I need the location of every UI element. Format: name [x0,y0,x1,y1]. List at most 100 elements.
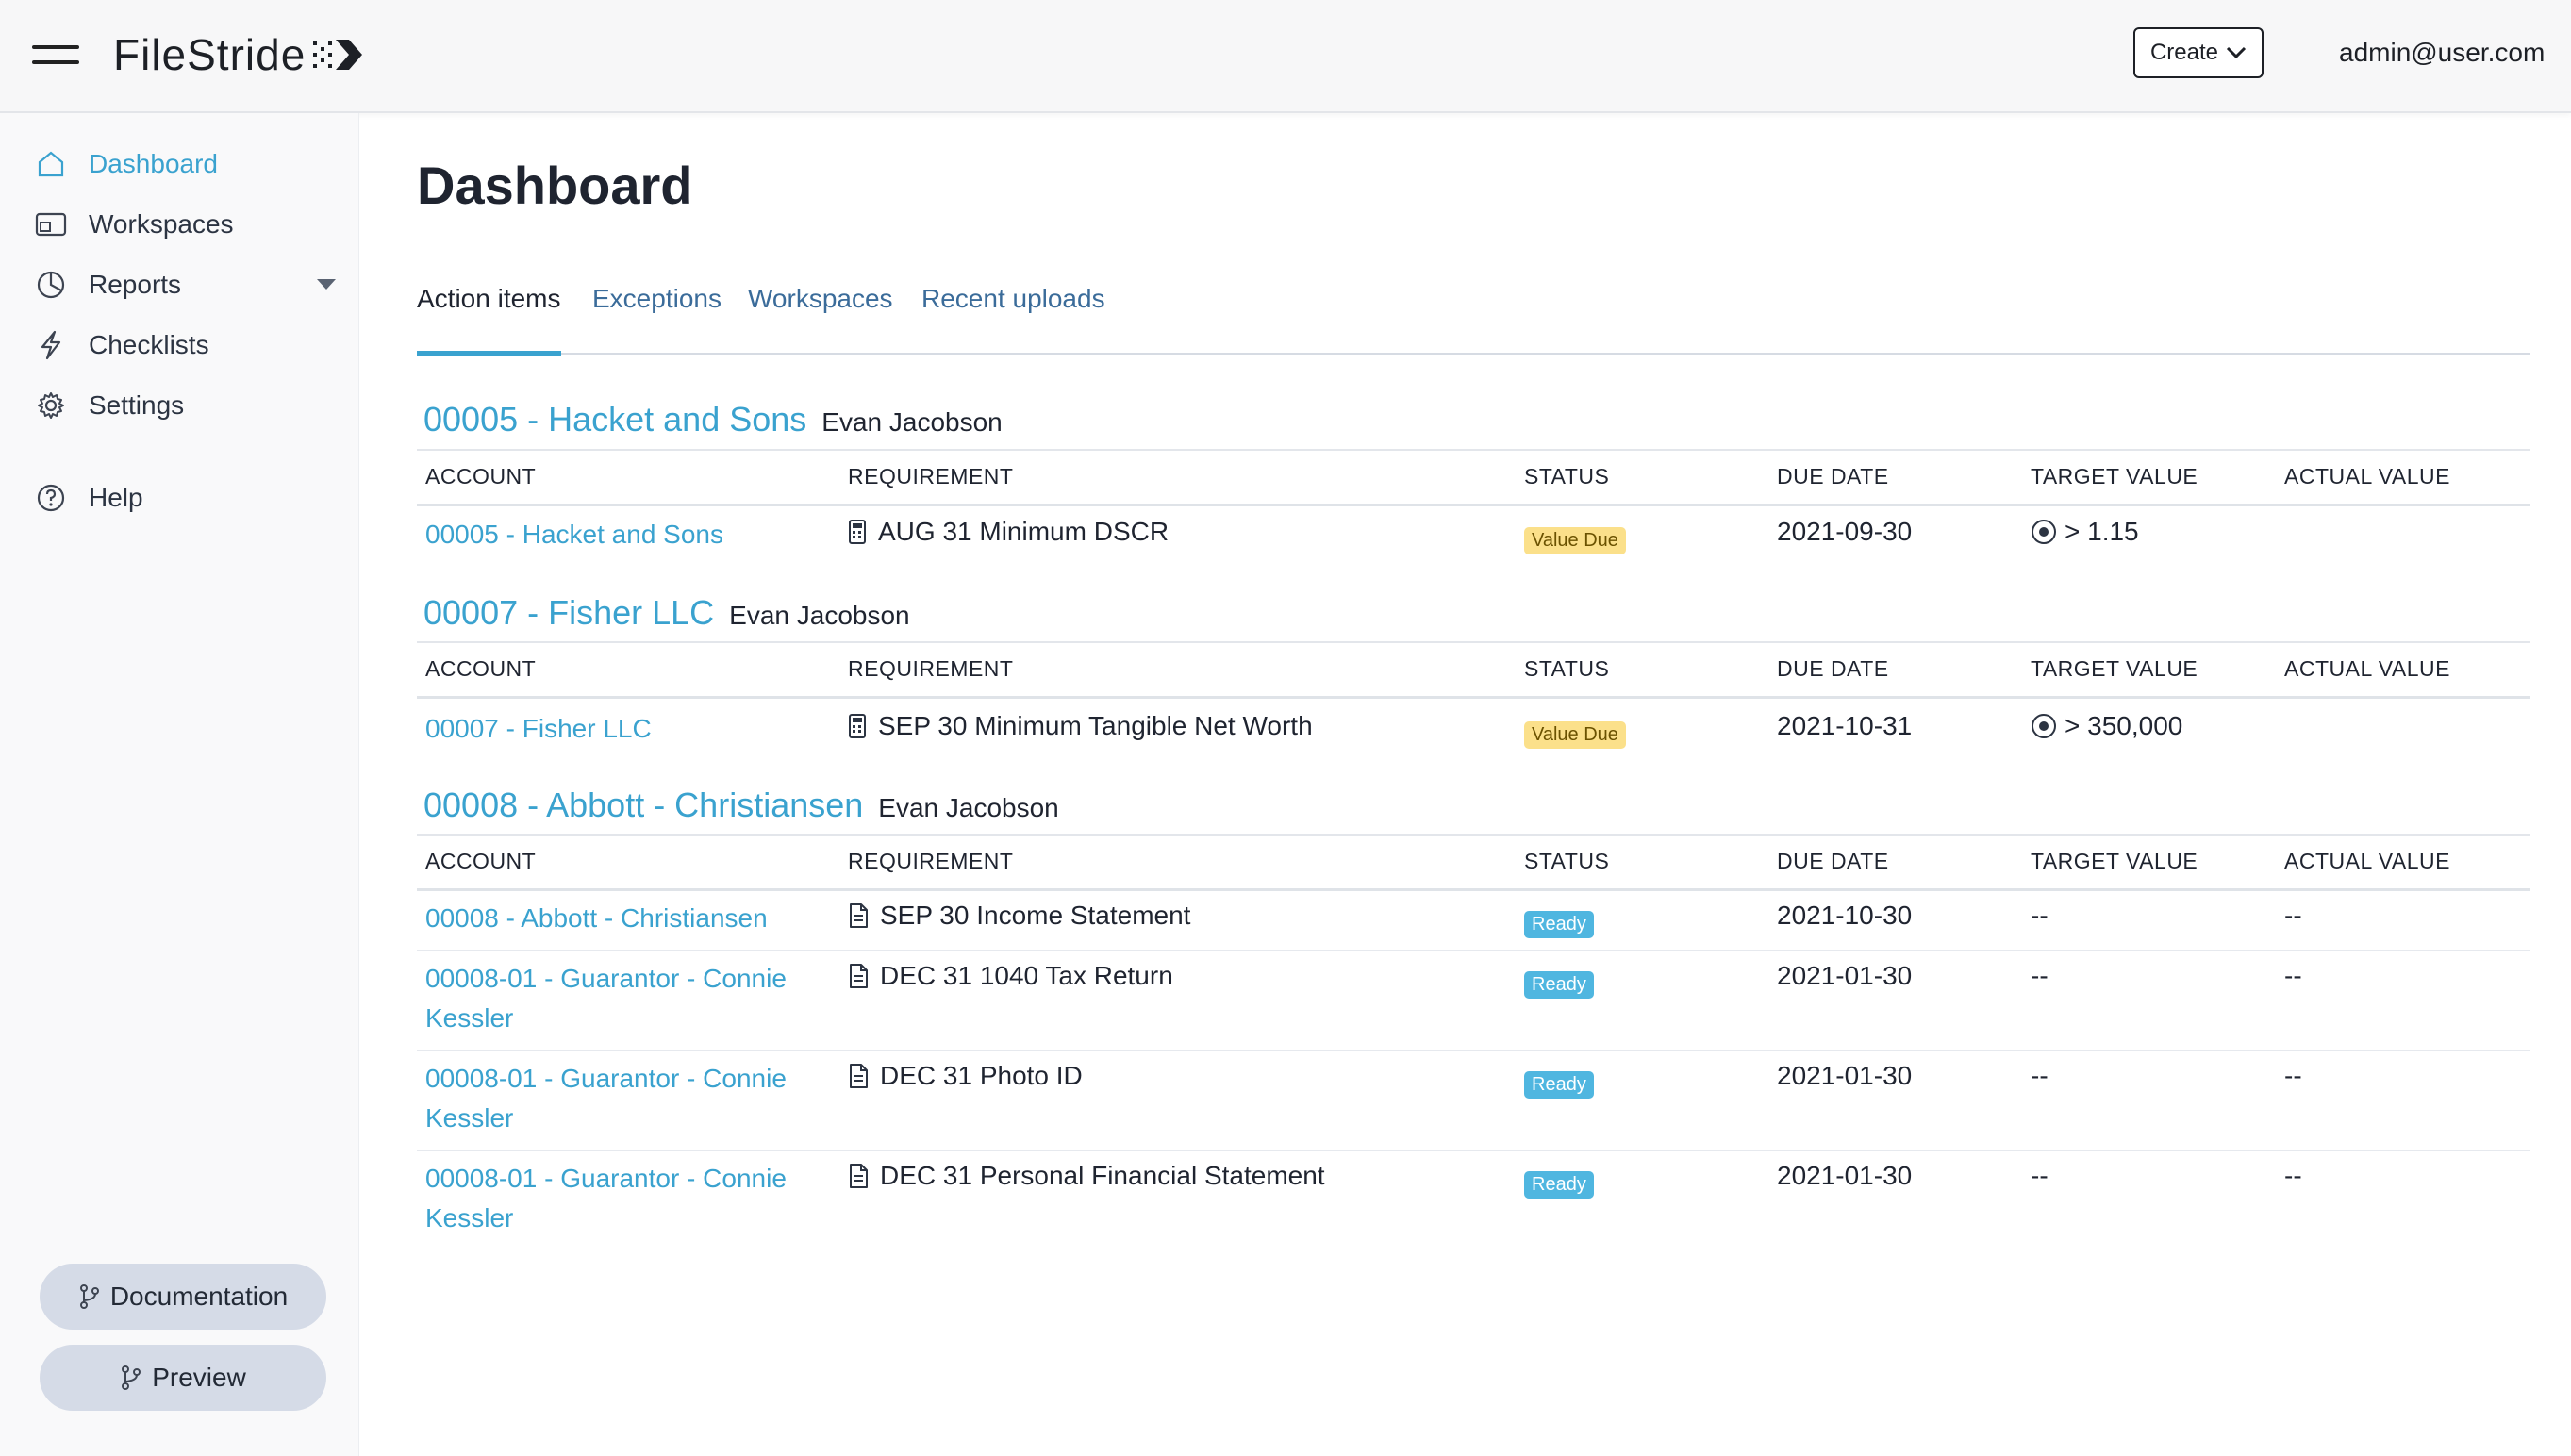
column-header-due-date: DUE DATE [1777,849,1889,873]
requirement-cell[interactable]: SEP 30 Minimum Tangible Net Worth [848,711,1313,741]
document-icon [848,963,869,989]
sidebar-item-reports[interactable]: Reports [34,262,336,307]
target-value: > 1.15 [2065,517,2139,546]
calculator-icon [848,519,867,545]
tab-recent-uploads[interactable]: Recent uploads [921,284,1105,313]
table-header: ACCOUNT REQUIREMENT STATUS DUE DATE TARG… [417,641,2530,699]
due-date: 2021-01-30 [1777,1161,1913,1190]
target-value-cell: > 1.15 [2031,517,2139,547]
status-badge: Value Due [1524,721,1626,749]
column-header-target-value: TARGET VALUE [2031,464,2198,488]
account-link[interactable]: 00007 - Fisher LLC [425,714,652,743]
preview-button-label: Preview [152,1363,246,1392]
app-logo[interactable]: FileStride [113,25,363,85]
requirement-label: DEC 31 Personal Financial Statement [880,1161,1325,1190]
sidebar-item-checklists[interactable]: Checklists [34,323,336,368]
sidebar-item-dashboard[interactable]: Dashboard [34,141,336,187]
group-header: 00005 - Hacket and Sons Evan Jacobson [423,400,1003,439]
target-value: -- [2031,901,2049,930]
table-row[interactable]: 00008 - Abbott - Christiansen SEP 30 Inc… [417,891,2530,951]
user-account-menu[interactable]: admin@user.com [2339,38,2546,67]
calculator-icon [848,713,867,739]
target-value: > 350,000 [2065,711,2183,740]
actual-value: -- [2284,901,2302,930]
table-header: ACCOUNT REQUIREMENT STATUS DUE DATE TARG… [417,449,2530,506]
document-icon [848,1163,869,1189]
action-items-table: ACCOUNT REQUIREMENT STATUS DUE DATE TARG… [417,641,2530,770]
due-date: 2021-10-30 [1777,901,1913,930]
group-title-link[interactable]: 00007 - Fisher LLC [423,593,715,632]
documentation-button-label: Documentation [109,1282,289,1311]
column-header-target-value: TARGET VALUE [2031,656,2198,681]
account-link[interactable]: 00008-01 - Guarantor - Connie Kessler [425,1164,787,1233]
sidebar-item-label: Reports [89,270,182,299]
document-icon [848,902,869,929]
table-row[interactable]: 00008-01 - Guarantor - Connie Kessler DE… [417,951,2530,1051]
documentation-button[interactable]: Documentation [40,1264,326,1330]
due-date: 2021-10-31 [1777,711,1913,740]
sidebar-item-settings[interactable]: Settings [34,383,336,428]
sidebar-item-label: Checklists [89,330,209,359]
account-link[interactable]: 00005 - Hacket and Sons [425,520,723,549]
due-date: 2021-01-30 [1777,961,1913,990]
column-header-account: ACCOUNT [425,464,537,488]
column-header-due-date: DUE DATE [1777,656,1889,681]
hamburger-menu-icon[interactable] [32,41,79,70]
status-badge: Ready [1524,911,1594,938]
column-header-account: ACCOUNT [425,656,537,681]
table-row[interactable]: 00008-01 - Guarantor - Connie Kessler DE… [417,1051,2530,1151]
account-link[interactable]: 00008 - Abbott - Christiansen [425,903,768,933]
requirement-label: DEC 31 Photo ID [880,1061,1083,1090]
requirement-cell[interactable]: SEP 30 Income Statement [848,901,1190,931]
sidebar-item-workspaces[interactable]: Workspaces [34,202,336,247]
due-date: 2021-01-30 [1777,1061,1913,1090]
preview-button[interactable]: Preview [40,1345,326,1411]
git-branch-icon [78,1283,101,1310]
column-header-account: ACCOUNT [425,849,537,873]
actual-value: -- [2284,1161,2302,1190]
sidebar-item-help[interactable]: Help [34,475,336,521]
top-bar: FileStride Create admin@user.com [0,0,2571,113]
group-owner: Evan Jacobson [821,407,1003,437]
create-button-label: Create [2149,40,2219,65]
column-header-target-value: TARGET VALUE [2031,849,2198,873]
group-title-link[interactable]: 00005 - Hacket and Sons [423,400,807,438]
account-link[interactable]: 00008-01 - Guarantor - Connie Kessler [425,964,787,1033]
create-button[interactable]: Create [2133,27,2264,78]
workspace-icon [34,207,68,241]
target-value: -- [2031,1161,2049,1190]
sidebar: Dashboard Workspaces Reports Checklists … [0,113,359,1456]
table-row[interactable]: 00005 - Hacket and Sons AUG 31 Minimum D… [417,506,2530,574]
lightning-icon [34,328,68,362]
table-header: ACCOUNT REQUIREMENT STATUS DUE DATE TARG… [417,834,2530,891]
logo-arrow-icon [311,36,363,74]
requirement-cell[interactable]: AUG 31 Minimum DSCR [848,517,1169,547]
tab-exceptions[interactable]: Exceptions [592,284,722,313]
tab-action-items[interactable]: Action items [417,279,561,356]
group-title-link[interactable]: 00008 - Abbott - Christiansen [423,786,864,824]
column-header-actual-value: ACTUAL VALUE [2284,464,2450,488]
column-header-requirement: REQUIREMENT [848,656,1014,681]
table-row[interactable]: 00007 - Fisher LLC SEP 30 Minimum Tangib… [417,699,2530,770]
requirement-cell[interactable]: DEC 31 1040 Tax Return [848,961,1173,991]
group-header: 00008 - Abbott - Christiansen Evan Jacob… [423,786,1059,825]
caret-down-icon[interactable] [317,279,336,290]
gear-icon [34,389,68,422]
sidebar-item-label: Dashboard [89,149,218,178]
dashboard-tabs: Action items Exceptions Workspaces Recen… [417,279,2530,356]
table-row[interactable]: 00008-01 - Guarantor - Connie Kessler DE… [417,1151,2530,1249]
requirement-label: DEC 31 1040 Tax Return [880,961,1173,990]
actual-value: -- [2284,1061,2302,1090]
account-link[interactable]: 00008-01 - Guarantor - Connie Kessler [425,1064,787,1133]
column-header-actual-value: ACTUAL VALUE [2284,656,2450,681]
requirement-cell[interactable]: DEC 31 Personal Financial Statement [848,1161,1325,1191]
column-header-actual-value: ACTUAL VALUE [2284,849,2450,873]
requirement-cell[interactable]: DEC 31 Photo ID [848,1061,1083,1091]
target-value: -- [2031,961,2049,990]
tab-workspaces[interactable]: Workspaces [748,284,893,313]
column-header-requirement: REQUIREMENT [848,464,1014,488]
pie-chart-icon [34,268,68,302]
status-cell: Ready [1524,1067,1594,1099]
group-header: 00007 - Fisher LLC Evan Jacobson [423,593,910,633]
git-branch-icon [120,1365,142,1391]
